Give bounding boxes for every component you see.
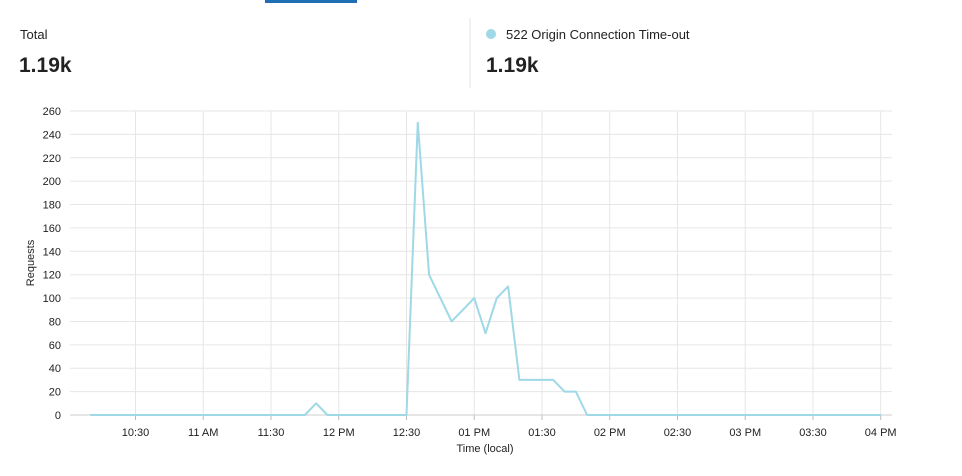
x-tick-label: 01:30 (528, 427, 556, 439)
x-tick-label: 03 PM (729, 427, 761, 439)
total-label: Total (20, 27, 48, 42)
x-tick-label: 10:30 (122, 427, 150, 439)
y-axis-label: Requests (25, 239, 37, 286)
y-tick-label: 240 (43, 129, 61, 141)
x-tick-label: 03:30 (799, 427, 827, 439)
y-tick-label: 120 (43, 270, 61, 282)
y-tick-label: 140 (43, 246, 61, 258)
x-axis-label: Time (local) (456, 443, 513, 455)
x-tick-label: 11 AM (188, 427, 218, 439)
y-tick-label: 180 (43, 200, 61, 212)
y-tick-label: 260 (43, 106, 61, 118)
series-line (90, 121, 881, 416)
y-tick-label: 220 (43, 153, 61, 165)
y-tick-label: 60 (49, 340, 61, 352)
legend-dot (486, 29, 496, 39)
y-tick-label: 100 (43, 293, 61, 305)
x-tick-label: 12:30 (393, 427, 421, 439)
x-tick-label: 02 PM (594, 427, 626, 439)
x-tick-label: 11:30 (258, 427, 285, 439)
legend-label: 522 Origin Connection Time-out (506, 27, 690, 42)
series-total: 1.19k (486, 54, 539, 77)
x-tick-label: 02:30 (664, 427, 692, 439)
x-tick-label: 12 PM (323, 427, 355, 439)
total-value: 1.19k (19, 54, 72, 77)
y-tick-label: 0 (55, 410, 61, 422)
x-tick-label: 01 PM (458, 427, 490, 439)
y-tick-label: 200 (43, 176, 61, 188)
y-tick-label: 80 (49, 316, 61, 328)
tab-underline (265, 0, 357, 3)
y-tick-label: 20 (49, 387, 61, 399)
x-tick-label: 04 PM (865, 427, 897, 439)
y-tick-label: 160 (43, 223, 61, 235)
y-tick-label: 40 (49, 363, 61, 375)
